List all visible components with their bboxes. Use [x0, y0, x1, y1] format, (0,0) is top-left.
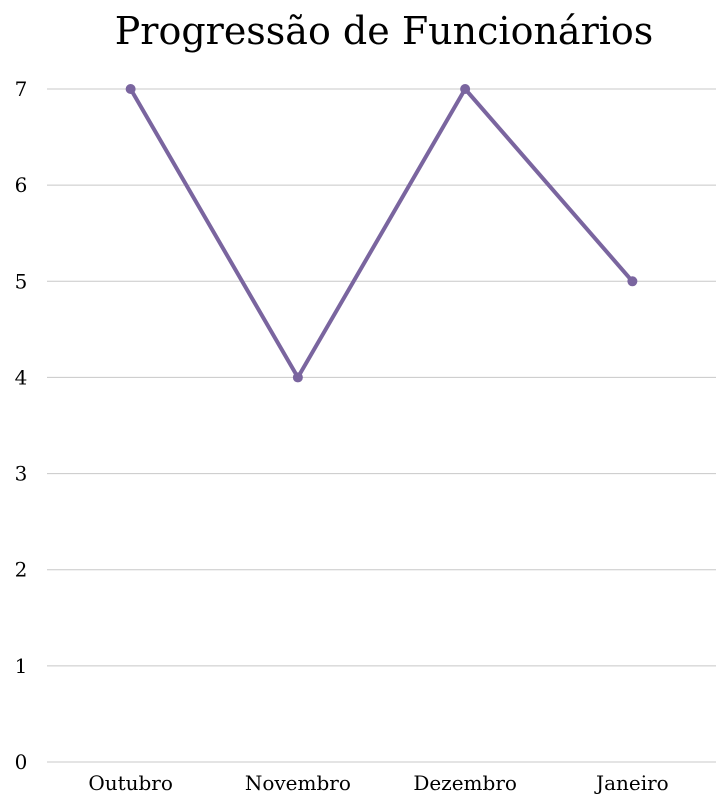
x-axis-tick-labels: Outubro Novembro Dezembro Janeiro	[88, 771, 668, 795]
y-tick-label-1: 1	[15, 654, 28, 678]
y-tick-label-3: 3	[15, 462, 28, 486]
y-tick-label-0: 0	[15, 750, 28, 774]
data-point-dezembro	[460, 84, 471, 94]
series-layer	[125, 84, 638, 383]
y-tick-label-7: 7	[15, 77, 28, 101]
chart-title: Progressão de Funcionários	[115, 9, 654, 53]
x-tick-label-outubro: Outubro	[88, 771, 173, 795]
data-point-janeiro	[627, 276, 638, 287]
x-tick-label-dezembro: Dezembro	[413, 771, 517, 795]
gridlines	[47, 88, 716, 763]
data-point-outubro	[125, 84, 136, 94]
data-point-novembro	[292, 372, 303, 383]
x-tick-label-janeiro: Janeiro	[594, 771, 669, 795]
y-tick-label-5: 5	[15, 269, 28, 293]
series-line	[128, 87, 635, 380]
y-tick-label-6: 6	[15, 173, 28, 197]
x-tick-label-novembro: Novembro	[245, 771, 351, 795]
y-tick-label-4: 4	[15, 365, 28, 389]
y-tick-label-2: 2	[15, 558, 28, 582]
y-axis-tick-labels: 0 1 2 3 4 5 6 7	[15, 77, 28, 774]
